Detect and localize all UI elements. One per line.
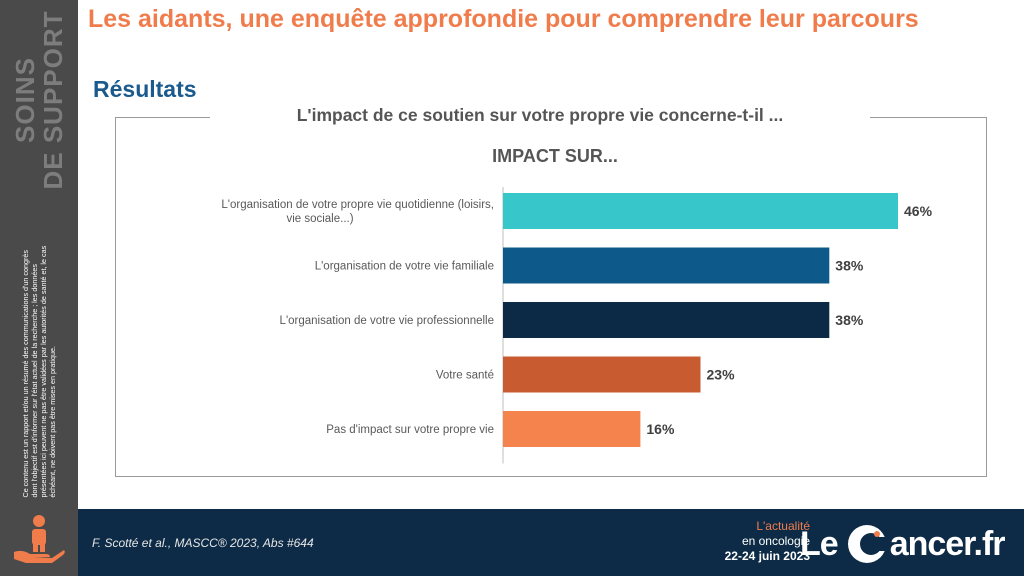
category-label: L'organisation de votre vie familiale (315, 261, 494, 273)
category-label: Pas d'impact sur votre propre vie (326, 424, 494, 436)
category-label: L'organisation de votre vie professionne… (280, 315, 494, 327)
bar-value-label: 38% (835, 312, 864, 328)
bar (503, 411, 641, 447)
bar-value-label: 46% (904, 203, 933, 219)
logo-text-right: ancer.fr (889, 524, 1006, 563)
citation: F. Scotté et al., MASCC® 2023, Abs #644 (92, 536, 314, 550)
chart-subtitle: IMPACT SUR... (492, 146, 618, 166)
page-subtitle: Résultats (93, 76, 197, 102)
bar-value-label: 16% (646, 421, 675, 437)
logo-text-left: Le (800, 524, 839, 563)
bar-value-label: 23% (707, 367, 736, 383)
bar-value-label: 38% (835, 258, 864, 274)
bar (503, 193, 898, 229)
caregiver-hand-icon (14, 515, 65, 563)
page-title: Les aidants, une enquête approfondie pou… (88, 5, 919, 33)
footer: F. Scotté et al., MASCC® 2023, Abs #644 … (78, 509, 1024, 576)
bar (503, 247, 830, 284)
event-dates: 22-24 juin 2023 (724, 549, 810, 563)
bar (503, 302, 830, 338)
chart-title: L'impact de ce soutien sur votre propre … (210, 102, 870, 128)
category-label: L'organisation de votre propre vie quoti… (221, 199, 494, 225)
category-label: Votre santé (436, 370, 494, 382)
bar (503, 356, 701, 393)
sidebar: SOINS DE SUPPORT Ce contenu est un rappo… (0, 0, 78, 576)
logo-c-icon (847, 525, 888, 563)
lecancer-logo[interactable]: Le ancer.fr (800, 519, 1006, 569)
event-line2: en oncologie (741, 534, 810, 548)
event-line1: L'actualité (756, 519, 810, 533)
event-info: L'actualité en oncologie 22-24 juin 2023 (725, 519, 810, 564)
